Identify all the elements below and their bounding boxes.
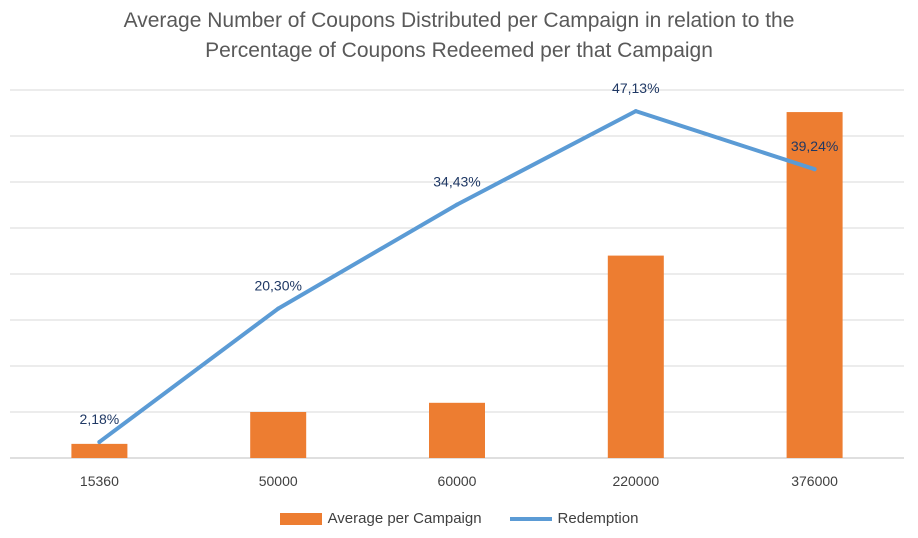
legend-entry-bar: Average per Campaign bbox=[279, 510, 482, 527]
legend: Average per Campaign Redemption bbox=[0, 510, 918, 527]
bar bbox=[250, 412, 307, 458]
bar bbox=[429, 402, 485, 458]
chart-title: Average Number of Coupons Distributed pe… bbox=[0, 6, 918, 66]
legend-swatch-bar bbox=[279, 512, 322, 525]
chart-title-line-1: Average Number of Coupons Distributed pe… bbox=[123, 9, 795, 32]
x-tick-label: 376000 bbox=[791, 473, 838, 489]
bar bbox=[71, 443, 128, 458]
x-tick-label: 15360 bbox=[80, 473, 119, 489]
x-tick-label: 220000 bbox=[612, 473, 659, 489]
legend-label-line: Redemption bbox=[557, 510, 639, 527]
line-series-redemption bbox=[97, 109, 817, 444]
line-point bbox=[633, 109, 638, 114]
line-point bbox=[812, 167, 817, 172]
x-tick-label: 60000 bbox=[438, 473, 477, 489]
x-tick-label: 50000 bbox=[259, 473, 298, 489]
data-label: 2,18% bbox=[80, 411, 120, 427]
data-label: 34,43% bbox=[433, 174, 480, 190]
line-point bbox=[97, 439, 102, 444]
legend-swatch-line bbox=[509, 516, 552, 521]
chart-title-line-2: Percentage of Coupons Redeemed per that … bbox=[205, 39, 713, 62]
data-label: 39,24% bbox=[791, 138, 838, 154]
line-point bbox=[455, 202, 459, 207]
data-label: 20,30% bbox=[254, 278, 301, 294]
data-label: 47,13% bbox=[612, 80, 659, 96]
legend-entry-line: Redemption bbox=[509, 510, 639, 527]
line-point bbox=[276, 306, 281, 311]
legend-label-bar: Average per Campaign bbox=[327, 510, 482, 527]
bar bbox=[607, 255, 664, 458]
